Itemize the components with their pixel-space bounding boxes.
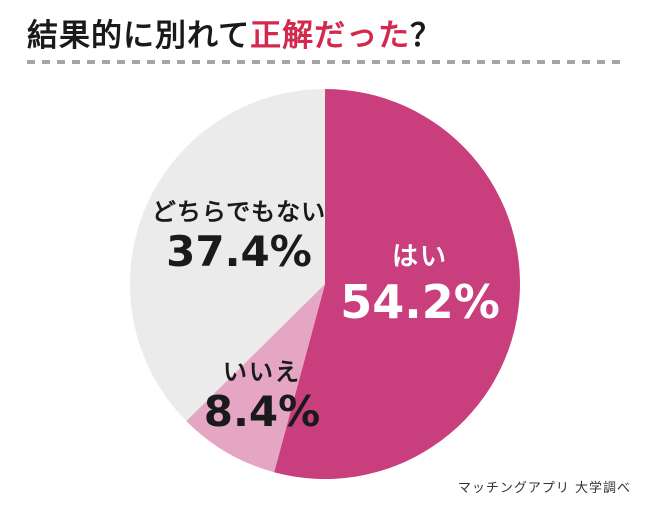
pie-slice-1 — [274, 89, 520, 479]
title-prefix: 結果的に別れて — [27, 18, 251, 54]
dotted-divider — [27, 60, 623, 64]
pie-slice-3 — [130, 88, 325, 422]
title-suffix: ？ — [410, 18, 443, 54]
source-caption: マッチングアプリ 大学調べ — [457, 481, 631, 496]
pie-slice-2 — [186, 284, 325, 473]
page-title: 結果的に別れて正解だった？ — [27, 18, 623, 55]
title-highlight: 正解だった — [250, 18, 411, 54]
header: 結果的に別れて正解だった？ — [27, 18, 623, 64]
